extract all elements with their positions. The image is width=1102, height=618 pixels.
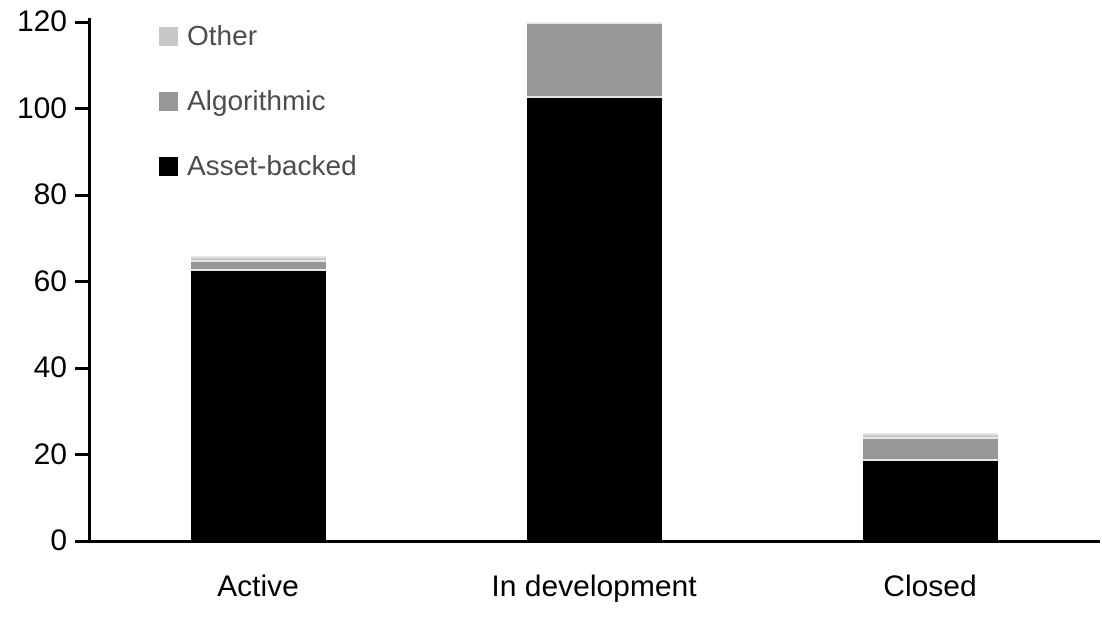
bar-segment-algorithmic bbox=[862, 437, 998, 459]
legend-label-algorithmic: Algorithmic bbox=[187, 85, 326, 116]
y-axis-tick bbox=[75, 20, 89, 24]
legend-swatch-algorithmic-icon bbox=[159, 91, 178, 111]
y-axis-tick bbox=[75, 539, 89, 543]
y-axis-tick-label: 20 bbox=[33, 437, 67, 471]
y-axis-tick-label: 80 bbox=[33, 178, 67, 211]
y-axis-tick-label: 40 bbox=[33, 351, 67, 384]
y-axis-tick bbox=[75, 193, 89, 197]
y-axis-tick-label: 100 bbox=[16, 91, 67, 125]
chart-legend: Other Algorithmic Asset-backed bbox=[159, 21, 357, 216]
bar-segment-other bbox=[190, 255, 326, 260]
x-axis-line bbox=[87, 539, 1100, 543]
x-axis-category-label: In development bbox=[491, 570, 697, 603]
legend-label-asset-backed: Asset-backed bbox=[187, 150, 357, 181]
y-axis-tick-label: 0 bbox=[50, 524, 67, 557]
x-axis-category-label: Closed bbox=[883, 570, 977, 603]
bar-segment-algorithmic bbox=[526, 22, 662, 96]
bar-segment-algorithmic bbox=[190, 259, 326, 269]
legend-item-other: Other bbox=[159, 21, 357, 51]
y-axis-tick-label: 60 bbox=[33, 264, 67, 298]
y-axis-line bbox=[87, 18, 91, 543]
bar-segment-asset-backed bbox=[190, 268, 326, 541]
x-axis-category-label: Active bbox=[217, 570, 299, 603]
bar-segment-asset-backed bbox=[862, 458, 998, 541]
y-axis-tick bbox=[75, 366, 89, 370]
y-axis-tick-label: 120 bbox=[16, 5, 67, 38]
bar-segment-other bbox=[862, 432, 998, 438]
legend-item-asset-backed: Asset-backed bbox=[159, 151, 357, 181]
legend-swatch-asset-backed-icon bbox=[159, 156, 178, 176]
bar-segment-asset-backed bbox=[526, 95, 662, 541]
y-axis-tick bbox=[75, 107, 89, 110]
legend-label-other: Other bbox=[187, 20, 258, 51]
y-axis-tick bbox=[75, 453, 89, 456]
y-axis-tick bbox=[75, 280, 89, 283]
legend-swatch-other-icon bbox=[159, 26, 178, 46]
legend-item-algorithmic: Algorithmic bbox=[159, 86, 357, 116]
